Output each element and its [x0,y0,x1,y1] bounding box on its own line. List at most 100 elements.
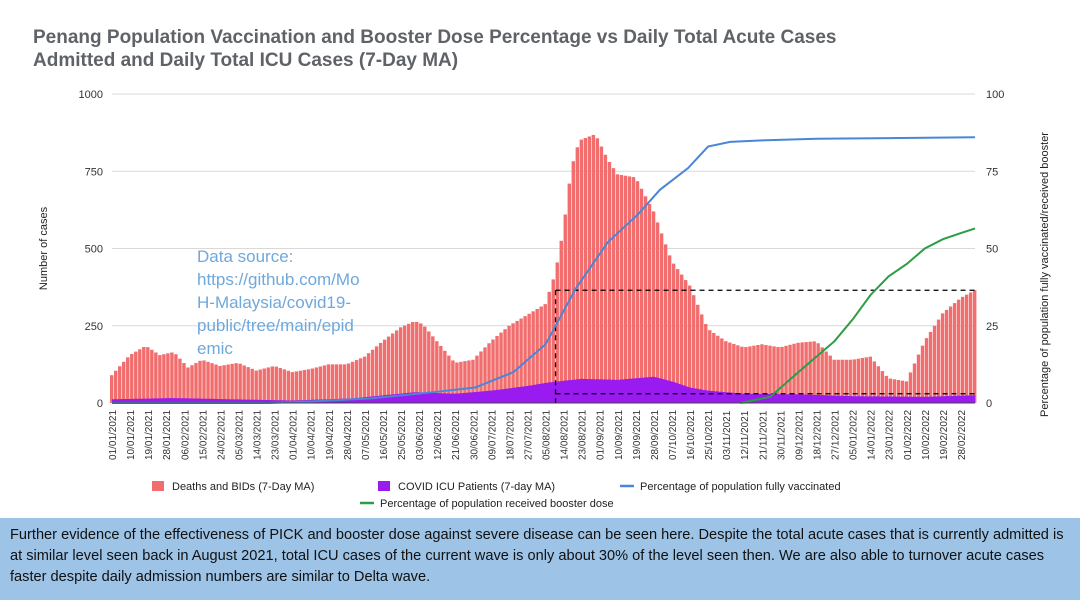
x-tick-label: 19/02/2022 [939,410,950,460]
deaths-bid-bar [222,365,226,403]
data-source-line: H-Malaysia/covid19- [197,293,351,312]
chart-title-line-1: Penang Population Vaccination and Booste… [33,27,837,48]
x-tick-label: 12/11/2021 [740,410,751,460]
deaths-bid-bar [190,365,194,403]
x-tick-label: 14/03/2021 [253,410,264,460]
x-tick-label: 01/01/2021 [108,410,119,460]
deaths-bid-bar [812,341,816,403]
x-tick-label: 05/03/2021 [234,410,245,460]
deaths-bid-bar [334,364,339,404]
deaths-bid-bar [330,364,335,404]
x-tick-label: 18/12/2021 [812,410,823,460]
deaths-bid-bar [146,347,150,403]
deaths-bid-bar [651,211,656,403]
deaths-bid-bar [142,346,146,403]
deaths-bid-bar [515,320,519,403]
deaths-bid-bar [130,353,134,403]
x-tick-label: 09/12/2021 [794,410,805,460]
deaths-bid-bar [479,351,483,403]
x-tick-label: 21/06/2021 [451,410,462,460]
y-left-axis-title: Number of cases [38,206,50,290]
x-tick-label: 25/10/2021 [704,410,715,460]
deaths-bid-bar [491,339,495,403]
x-tick-label: 19/04/2021 [325,410,336,460]
deaths-bid-bar [868,356,873,403]
deaths-bid-bar [378,342,383,403]
deaths-bid-bar [884,375,889,403]
x-tick-label: 18/07/2021 [505,410,516,460]
deaths-bid-bar [150,349,154,403]
deaths-bid-bar [611,168,616,403]
deaths-bid-bar [780,346,784,403]
deaths-bid-bar [575,147,580,403]
deaths-bid-bar [591,134,596,403]
deaths-bid-bar [403,325,407,403]
deaths-bid-bar [908,372,913,403]
deaths-bid-bar [647,203,652,403]
deaths-bid-bar [708,330,712,403]
axes: 0 250 500 750 1000 0 25 50 75 100 01/01/2021 10/01/… [38,89,1051,460]
deaths-bid-bar [820,347,824,403]
deaths-bid-bar [394,330,399,403]
deaths-bid-bar [900,380,905,403]
deaths-bid-bar [583,138,588,403]
deaths-bid-bar [523,316,527,403]
deaths-bid-bar [455,362,459,403]
deaths-bid-bar [423,326,427,403]
deaths-bid-bar [824,351,828,403]
deaths-bid-bar [852,359,856,403]
deaths-bid-bar [487,343,491,403]
deaths-bid-bar [603,154,608,403]
x-tick-label: 10/02/2022 [921,410,932,460]
data-source-line: Data source: [197,247,293,266]
deaths-bid-bar [880,371,885,403]
deaths-bid-bar [226,364,230,403]
deaths-bid-bar [370,349,375,403]
deaths-bid-bar [122,361,126,403]
deaths-bid-bar [411,322,415,403]
deaths-bid-bar [382,339,387,403]
deaths-bid-bar [551,279,555,403]
deaths-bid-bar [700,314,704,403]
deaths-bid-bar [427,331,431,403]
deaths-bid-bar [358,358,363,403]
x-tick-label: 09/07/2021 [487,410,498,460]
deaths-bid-bar [439,346,443,403]
y-left-tick-label: 1000 [79,89,103,101]
x-tick-label: 12/06/2021 [433,410,444,460]
caption-text: Further evidence of the effectiveness of… [0,518,1080,600]
deaths-bid-bar [346,363,351,403]
deaths-bid-bar [615,174,620,403]
data-source-annotation: Data source: https://github.com/Mo H-Malay… [197,247,360,358]
deaths-bid-bar [916,354,921,403]
deaths-bid-bar [390,333,395,403]
deaths-bid-bar [399,327,403,403]
deaths-bid-bar [138,349,142,403]
deaths-bid-bar [322,365,327,403]
deaths-bid-bar [744,347,748,403]
deaths-bid-bar [944,309,949,403]
deaths-bid-bar [675,269,680,403]
deaths-bid-bar [940,313,945,403]
deaths-bid-bar [888,378,893,403]
deaths-bid-bar [956,299,961,403]
deaths-bid-bar [419,323,423,403]
deaths-bid-bar [788,344,792,403]
deaths-bid-bar [234,363,238,403]
x-tick-label: 28/02/2022 [957,410,968,460]
deaths-bid-bar [772,346,776,403]
deaths-bid-bar [720,338,724,403]
data-source-line: https://github.com/Mo [197,270,360,289]
y-right-axis-title: Percentage of population fully vaccinate… [1039,132,1051,417]
deaths-bid-bar [639,188,644,403]
deaths-bid-bar [716,335,720,403]
x-tick-label: 03/11/2021 [722,410,733,460]
deaths-bid-bar [214,364,218,403]
x-tick-label: 19/09/2021 [632,410,643,460]
deaths-bid-bar [724,341,728,403]
deaths-bid-bar [559,240,563,403]
deaths-bid-bar [952,303,957,403]
deaths-bid-bar [688,285,692,403]
deaths-bid-bar [162,354,166,403]
deaths-bid-bar [503,329,507,403]
